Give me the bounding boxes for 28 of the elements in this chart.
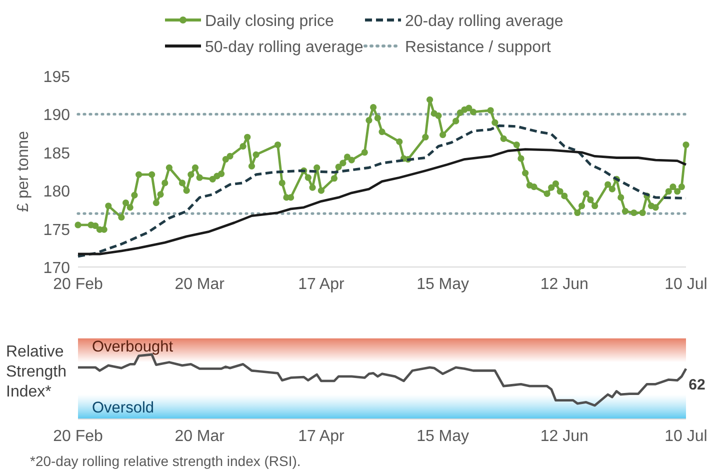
legend-label: Resistance / support: [405, 39, 552, 56]
legend-label: 20-day rolling average: [405, 13, 564, 30]
x-tick-label: 15 May: [416, 428, 470, 445]
y-tick-label: 175: [43, 222, 70, 239]
y-axis-title: £ per tonne: [15, 130, 32, 212]
text: *20-day rolling relative strength index (RSI).: [30, 453, 301, 469]
x-tick-label: 20 Feb: [53, 276, 104, 293]
x-tick-label: 17 Apr: [298, 428, 345, 445]
y-tick-label: 185: [43, 145, 70, 162]
annotation: 62: [688, 376, 706, 394]
y-tick-label: 180: [43, 184, 70, 201]
x-tick-label: 10 Jul: [664, 428, 708, 445]
x-tick-label: 12 Jun: [540, 276, 588, 293]
band-label: Oversold: [92, 400, 154, 417]
x-tick-label: 10 Jul: [664, 276, 708, 293]
legend-label: Daily closing price: [205, 13, 334, 30]
y-axis-title: Relative Strength Index*: [6, 344, 66, 400]
y-tick-label: 195: [43, 69, 70, 86]
x-tick-label: 17 Apr: [298, 276, 345, 293]
y-tick-label: 170: [43, 260, 70, 277]
band-label: Overbought: [92, 338, 174, 356]
x-tick-label: 20 Feb: [53, 428, 104, 445]
x-tick-label: 20 Mar: [174, 428, 226, 445]
x-tick-label: 15 May: [416, 276, 470, 293]
legend-label: 50-day rolling average: [205, 39, 364, 56]
x-tick-label: 12 Jun: [540, 428, 588, 445]
x-tick-label: 20 Mar: [174, 276, 226, 293]
y-tick-label: 190: [43, 107, 70, 124]
